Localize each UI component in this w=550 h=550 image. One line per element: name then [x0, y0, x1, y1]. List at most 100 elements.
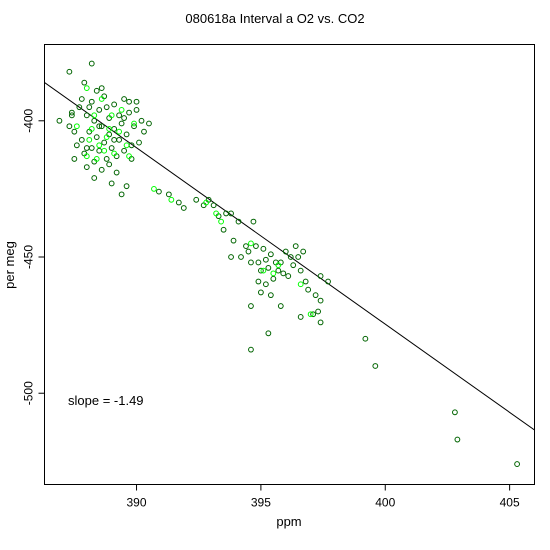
data-point: [98, 85, 105, 91]
x-tick-label: 400: [375, 496, 395, 510]
data-point: [83, 112, 90, 119]
data-point: [118, 120, 125, 127]
data-point: [93, 134, 100, 141]
data-point: [285, 273, 292, 279]
data-point: [123, 142, 130, 149]
data-point: [218, 218, 224, 225]
data-point: [253, 243, 259, 250]
data-point: [317, 273, 324, 279]
data-point: [307, 311, 314, 318]
data-point: [93, 87, 100, 94]
data-point: [168, 196, 175, 203]
data-point: [312, 292, 319, 299]
data-point: [108, 145, 115, 151]
data-point: [78, 136, 85, 143]
data-point: [81, 79, 88, 86]
data-point: [98, 96, 105, 102]
data-point: [91, 175, 98, 181]
data-point: [126, 153, 132, 160]
data-point: [111, 101, 118, 108]
data-point: [238, 254, 244, 260]
data-point: [103, 104, 110, 111]
data-point: [133, 98, 140, 105]
data-point: [66, 123, 73, 130]
points-layer: [56, 60, 520, 467]
data-point: [277, 303, 284, 309]
data-point: [193, 196, 200, 203]
data-point: [96, 106, 103, 113]
data-point: [243, 243, 249, 250]
data-point: [66, 68, 73, 75]
data-point: [123, 183, 130, 190]
data-point: [121, 115, 127, 121]
data-point: [230, 237, 237, 244]
data-point: [106, 161, 113, 168]
data-point: [133, 106, 140, 113]
data-point: [262, 281, 269, 288]
data-point: [91, 112, 98, 119]
data-point: [270, 275, 277, 282]
data-point: [295, 254, 302, 260]
data-point: [265, 265, 272, 271]
data-point: [138, 117, 145, 124]
data-point: [297, 281, 304, 288]
data-point: [71, 128, 78, 135]
y-axis: -400 -450 -500: [22, 108, 45, 405]
x-axis: 390 395 400 405: [127, 484, 520, 510]
data-point: [136, 139, 142, 146]
data-point: [151, 185, 157, 192]
data-point: [83, 164, 90, 171]
data-point: [98, 123, 105, 130]
data-point: [454, 436, 461, 443]
plot-frame: [44, 44, 535, 485]
data-point: [275, 262, 282, 269]
data-point: [146, 120, 152, 127]
data-point: [315, 308, 322, 315]
data-point: [302, 278, 309, 285]
data-point: [88, 145, 95, 151]
data-point: [228, 210, 234, 217]
data-point: [116, 128, 123, 135]
data-point: [111, 150, 118, 157]
data-point: [213, 210, 220, 217]
data-point: [76, 104, 83, 111]
data-point: [113, 169, 120, 176]
data-point: [290, 262, 297, 269]
data-point: [267, 251, 274, 258]
chart-title: 080618a Interval a O2 vs. CO2: [185, 11, 364, 26]
y-tick-label: -500: [22, 381, 36, 405]
data-point: [98, 166, 105, 173]
data-point: [260, 267, 267, 274]
data-point: [116, 136, 123, 143]
data-point: [108, 112, 115, 119]
data-point: [141, 128, 147, 135]
data-point: [305, 286, 312, 293]
data-point: [372, 363, 379, 369]
data-point: [297, 267, 304, 274]
data-point: [270, 270, 277, 277]
data-point: [78, 96, 85, 102]
data-point: [126, 109, 132, 116]
data-point: [280, 270, 287, 277]
data-point: [317, 319, 324, 326]
data-point: [282, 248, 289, 255]
data-point: [257, 267, 264, 274]
slope-annotation: slope = -1.49: [68, 393, 144, 408]
data-point: [165, 191, 172, 198]
data-point: [228, 254, 234, 260]
data-point: [123, 131, 130, 138]
data-point: [362, 335, 369, 342]
data-point: [180, 205, 187, 211]
data-point: [56, 117, 63, 124]
data-point: [262, 256, 269, 263]
data-point: [248, 303, 254, 309]
data-point: [111, 126, 118, 132]
data-point: [210, 202, 217, 209]
data-point: [260, 245, 267, 252]
data-point: [108, 180, 115, 187]
x-tick-label: 395: [251, 496, 271, 510]
data-point: [175, 199, 182, 206]
data-point: [265, 330, 272, 337]
data-point: [83, 85, 90, 91]
